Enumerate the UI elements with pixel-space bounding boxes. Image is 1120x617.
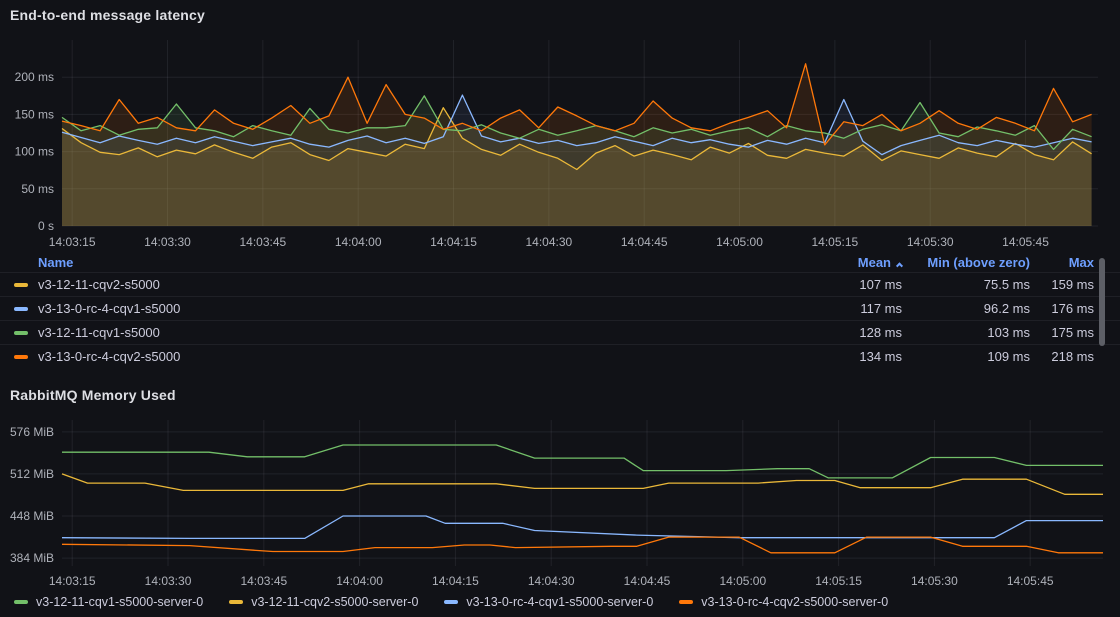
svg-text:14:04:45: 14:04:45	[624, 574, 671, 588]
svg-text:14:04:00: 14:04:00	[336, 574, 383, 588]
series-color-swatch	[14, 354, 28, 359]
series-color-swatch	[14, 330, 28, 335]
svg-text:14:05:30: 14:05:30	[907, 235, 954, 249]
column-header-name-label: Name	[38, 254, 74, 270]
svg-text:14:05:15: 14:05:15	[815, 574, 862, 588]
legend-item[interactable]: v3-12-11-cqv2-s5000-server-0	[229, 595, 418, 609]
min-value: 75.5 ms	[983, 277, 1030, 292]
mean-value: 117 ms	[860, 301, 902, 316]
legend-label: v3-13-0-rc-4-cqv1-s5000-server-0	[466, 595, 654, 609]
series-name-cell[interactable]: v3-13-0-rc-4-cqv1-s5000	[14, 301, 782, 316]
max-value: 176 ms	[1051, 301, 1094, 316]
column-header-mean[interactable]: Mean	[782, 254, 904, 270]
series-name: v3-12-11-cqv1-s5000	[38, 325, 160, 340]
legend-swatch	[14, 600, 28, 604]
mean-value: 128 ms	[859, 325, 902, 340]
svg-text:14:05:00: 14:05:00	[719, 574, 766, 588]
legend-label: v3-12-11-cqv2-s5000-server-0	[251, 595, 419, 609]
svg-text:14:03:45: 14:03:45	[240, 574, 287, 588]
latency-chart-canvas[interactable]: 0 s 50 ms 100 ms 150 ms 200 ms 14:03:15 14:03:…	[0, 28, 1120, 252]
table-scrollbar-thumb[interactable]	[1099, 258, 1105, 346]
max-value: 175 ms	[1051, 325, 1094, 340]
svg-text:14:03:15: 14:03:15	[49, 235, 96, 249]
column-header-name[interactable]: Name	[14, 255, 782, 270]
svg-text:0 s: 0 s	[38, 219, 54, 233]
svg-text:100 ms: 100 ms	[15, 145, 54, 159]
svg-text:14:03:30: 14:03:30	[145, 574, 192, 588]
svg-text:576 MiB: 576 MiB	[10, 425, 54, 439]
series-color-swatch	[14, 282, 28, 287]
svg-text:384 MiB: 384 MiB	[10, 551, 54, 565]
series-name: v3-12-11-cqv2-s5000	[38, 277, 160, 292]
svg-text:14:05:45: 14:05:45	[1002, 235, 1049, 249]
svg-text:14:03:15: 14:03:15	[49, 574, 96, 588]
memory-legend: v3-12-11-cqv1-s5000-server-0 v3-12-11-cq…	[14, 595, 888, 609]
legend-swatch	[679, 600, 694, 604]
legend-item[interactable]: v3-12-11-cqv1-s5000-server-0	[14, 595, 203, 609]
svg-text:14:04:30: 14:04:30	[525, 235, 572, 249]
legend-item[interactable]: v3-13-0-rc-4-cqv2-s5000-server-0	[679, 595, 888, 609]
series-name-cell[interactable]: v3-13-0-rc-4-cqv2-s5000	[14, 349, 782, 364]
svg-text:14:05:15: 14:05:15	[812, 235, 859, 249]
min-value: 103 ms	[987, 325, 1030, 340]
series-color-swatch	[14, 306, 28, 311]
legend-label: v3-13-0-rc-4-cqv2-s5000-server-0	[701, 595, 889, 609]
legend-item[interactable]: v3-13-0-rc-4-cqv1-s5000-server-0	[444, 595, 653, 609]
svg-text:14:04:00: 14:04:00	[335, 235, 382, 249]
max-value: 159 ms	[1051, 277, 1094, 292]
table-row: v3-12-11-cqv2-s5000 107 ms 75.5 ms 159 m…	[0, 272, 1120, 296]
memory-chart-canvas[interactable]: 384 MiB 448 MiB 512 MiB 576 MiB 14:03:15 14:0…	[0, 405, 1120, 595]
legend-table-header: Name Mean Min (above zero) Max	[0, 252, 1120, 272]
svg-text:512 MiB: 512 MiB	[10, 467, 54, 481]
panel-title-memory[interactable]: RabbitMQ Memory Used	[10, 387, 176, 403]
column-header-min[interactable]: Min (above zero)	[927, 254, 1030, 270]
svg-text:50 ms: 50 ms	[21, 182, 54, 196]
mean-value: 107 ms	[859, 277, 902, 292]
series-name-cell[interactable]: v3-12-11-cqv1-s5000	[14, 325, 782, 340]
table-row: v3-12-11-cqv1-s5000 128 ms 103 ms 175 ms	[0, 320, 1120, 344]
max-value: 218 ms	[1051, 349, 1094, 364]
svg-text:14:05:00: 14:05:00	[716, 235, 763, 249]
svg-text:14:03:45: 14:03:45	[239, 235, 286, 249]
svg-text:14:05:30: 14:05:30	[911, 574, 958, 588]
svg-text:14:05:45: 14:05:45	[1007, 574, 1054, 588]
table-row: v3-13-0-rc-4-cqv1-s5000 117 ms 96.2 ms 1…	[0, 296, 1120, 320]
series-name: v3-13-0-rc-4-cqv2-s5000	[38, 349, 181, 364]
legend-swatch	[444, 600, 459, 604]
svg-text:14:04:15: 14:04:15	[430, 235, 477, 249]
panel-title-latency[interactable]: End-to-end message latency	[10, 7, 206, 23]
mean-value: 134 ms	[859, 349, 902, 364]
table-row: v3-13-0-rc-4-cqv2-s5000 134 ms 109 ms 21…	[0, 344, 1120, 368]
legend-table: Name Mean Min (above zero) Max v3-12-11-…	[0, 252, 1120, 368]
legend-swatch	[229, 600, 244, 604]
svg-text:150 ms: 150 ms	[15, 107, 54, 121]
svg-text:448 MiB: 448 MiB	[10, 509, 54, 523]
series-name: v3-13-0-rc-4-cqv1-s5000	[38, 301, 181, 316]
series-name-cell[interactable]: v3-12-11-cqv2-s5000	[14, 277, 782, 292]
min-value: 96.2 ms	[983, 301, 1030, 316]
svg-text:200 ms: 200 ms	[15, 70, 54, 84]
column-header-max[interactable]: Max	[1068, 254, 1094, 270]
min-value: 109 ms	[987, 349, 1030, 364]
column-header-mean-label: Mean	[857, 254, 891, 270]
svg-text:14:03:30: 14:03:30	[144, 235, 191, 249]
svg-text:14:04:45: 14:04:45	[621, 235, 668, 249]
svg-text:14:04:15: 14:04:15	[432, 574, 479, 588]
svg-text:14:04:30: 14:04:30	[528, 574, 575, 588]
legend-label: v3-12-11-cqv1-s5000-server-0	[36, 595, 204, 609]
